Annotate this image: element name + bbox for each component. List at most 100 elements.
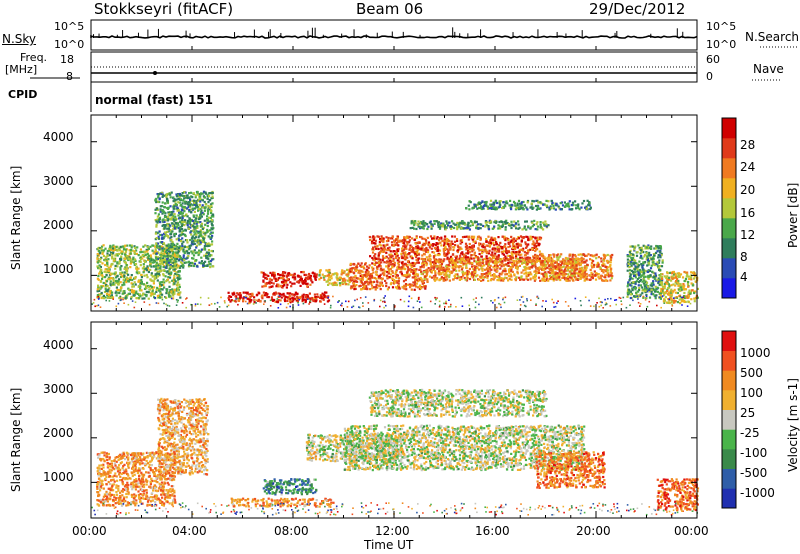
data-cell (450, 227, 453, 230)
data-cell (99, 280, 102, 283)
data-cell (566, 273, 570, 276)
data-cell (153, 296, 156, 299)
data-cell (174, 215, 177, 218)
data-cell (509, 199, 512, 202)
data-cell (171, 242, 175, 245)
data-cell (536, 221, 539, 224)
data-cell (440, 244, 443, 247)
data-cell (242, 291, 245, 294)
data-cell (167, 275, 170, 279)
data-cell (153, 286, 156, 289)
data-cell (325, 269, 328, 272)
data-cell (428, 255, 431, 258)
data-cell (181, 223, 184, 226)
data-cell (183, 251, 186, 255)
data-cell (512, 200, 516, 203)
data-cell (487, 260, 490, 263)
data-cell (338, 278, 341, 281)
data-cell (315, 273, 318, 276)
data-cell (159, 241, 162, 244)
data-cell (396, 266, 399, 269)
data-cell (534, 237, 537, 240)
data-cell (383, 273, 386, 276)
data-cell (341, 279, 345, 282)
data-cell (508, 275, 511, 278)
data-cell (524, 268, 527, 271)
data-cell (420, 245, 423, 248)
data-cell (514, 247, 517, 251)
data-cell (161, 245, 164, 248)
data-cell (200, 256, 203, 259)
data-cell (322, 276, 325, 279)
data-cell (349, 278, 352, 281)
data-cell (263, 273, 266, 276)
data-cell (169, 237, 172, 240)
data-cell (159, 210, 162, 213)
data-cell (192, 240, 195, 243)
data-cell (379, 264, 382, 267)
data-cell (102, 254, 106, 257)
data-cell (190, 264, 193, 267)
data-cell (381, 284, 384, 287)
data-cell (524, 254, 527, 257)
data-cell (101, 262, 104, 265)
data-cell (161, 241, 164, 244)
data-cell (202, 195, 205, 198)
data-cell (146, 253, 149, 256)
data-cell (200, 260, 204, 263)
data-cell (199, 215, 202, 218)
data-cell (163, 206, 167, 209)
data-cell (167, 293, 170, 296)
data-cell (140, 289, 143, 292)
data-cell (385, 265, 388, 268)
data-cell (207, 220, 210, 223)
data-cell (198, 261, 201, 264)
data-cell (355, 277, 358, 280)
data-cell (471, 207, 474, 210)
data-cell (539, 279, 542, 282)
data-cell (170, 191, 173, 194)
data-cell (117, 291, 120, 294)
data-cell (269, 285, 273, 288)
data-cell (105, 271, 108, 274)
data-cell (104, 282, 107, 285)
data-cell (408, 248, 411, 251)
data-cell (178, 234, 181, 237)
data-cell (427, 241, 431, 244)
data-cell (420, 287, 423, 290)
data-cell (391, 265, 394, 268)
data-cell (394, 250, 397, 253)
data-cell (178, 274, 181, 277)
data-cell (375, 283, 378, 287)
data-cell (387, 239, 390, 242)
data-cell (179, 212, 182, 216)
data-cell (125, 266, 128, 269)
data-cell (360, 279, 363, 282)
data-cell (203, 247, 206, 250)
data-cell (382, 268, 385, 271)
data-cell (282, 274, 285, 277)
data-cell (125, 281, 128, 284)
data-cell (413, 283, 417, 286)
data-cell (176, 275, 179, 278)
data-cell (130, 274, 133, 277)
data-cell (173, 258, 176, 261)
data-cell (191, 261, 194, 264)
data-cell (159, 254, 163, 257)
data-cell (281, 276, 284, 279)
data-cell (207, 210, 210, 213)
data-cell (209, 266, 212, 269)
data-cell (525, 220, 528, 223)
data-cell (169, 265, 172, 268)
data-cell (102, 244, 105, 247)
data-cell (159, 233, 162, 237)
data-cell (389, 255, 392, 258)
data-cell (171, 254, 174, 257)
data-cell (103, 258, 106, 262)
data-cell (396, 236, 399, 239)
data-cell (528, 238, 531, 242)
data-cell (411, 276, 414, 279)
data-cell (496, 265, 499, 268)
data-cell (193, 262, 196, 265)
data-cell (523, 204, 526, 207)
